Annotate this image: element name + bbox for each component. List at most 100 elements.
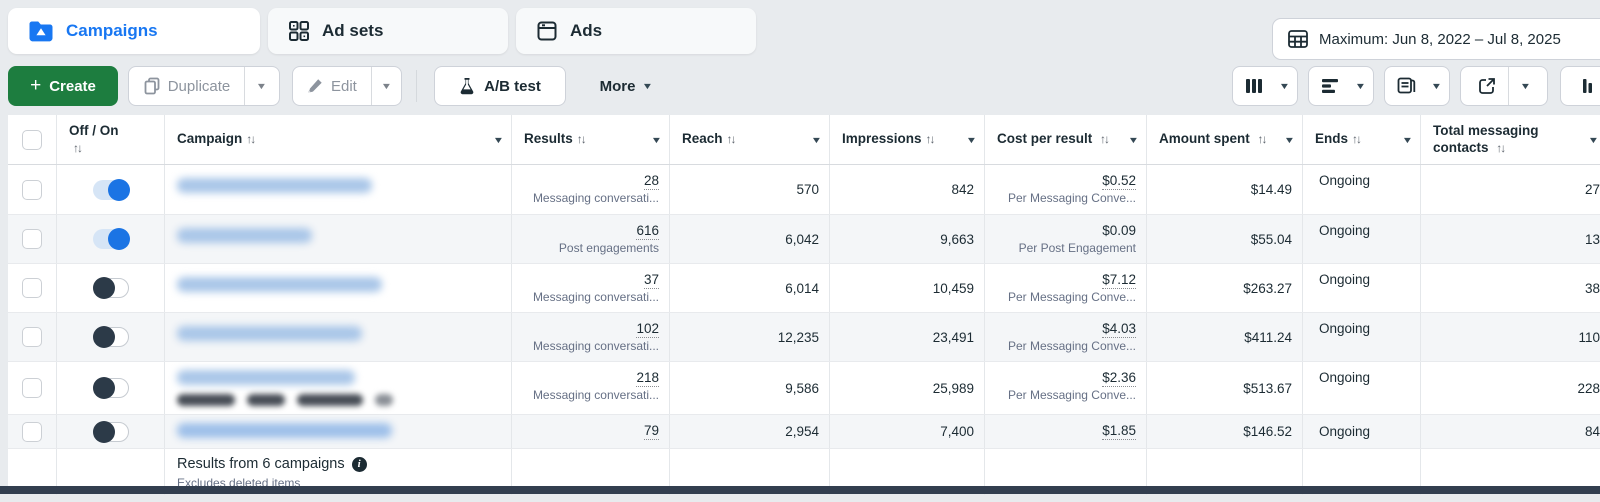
- edit-dropdown-arrow[interactable]: ▼: [370, 67, 401, 105]
- reports-button[interactable]: ▼: [1384, 66, 1450, 106]
- results-value[interactable]: 79: [643, 423, 659, 440]
- campaign-tags-blurred: [177, 394, 501, 406]
- header-contacts-caret-icon[interactable]: ▼: [1587, 134, 1600, 145]
- results-value[interactable]: 616: [636, 223, 659, 240]
- campaign-toggle[interactable]: [92, 326, 129, 348]
- results-value[interactable]: 28: [643, 173, 659, 190]
- campaign-toggle[interactable]: [92, 178, 130, 201]
- header-reach[interactable]: Reach ↑↓ ▼: [670, 115, 830, 164]
- row-checkbox[interactable]: [22, 378, 42, 398]
- duplicate-button-label: Duplicate: [167, 77, 231, 95]
- info-icon[interactable]: i: [351, 456, 367, 472]
- cost-per-result-value[interactable]: $4.03: [1102, 321, 1136, 338]
- impressions-value: 25,989: [830, 362, 985, 414]
- duplicate-button[interactable]: Duplicate ▼: [128, 66, 280, 106]
- campaign-name-blurred[interactable]: [165, 215, 512, 263]
- contacts-value: 110: [1578, 329, 1600, 345]
- campaign-toggle[interactable]: [92, 277, 129, 299]
- results-value[interactable]: 218: [636, 370, 659, 387]
- contacts-value: 228: [1577, 380, 1600, 396]
- campaign-name-blurred[interactable]: [165, 415, 512, 448]
- row-checkbox[interactable]: [22, 421, 42, 442]
- row-checkbox[interactable]: [22, 229, 42, 249]
- campaigns-folder-icon: [28, 20, 54, 42]
- tab-ad-sets[interactable]: Ad sets: [268, 8, 508, 54]
- impressions-value: 23,491: [830, 313, 985, 361]
- edit-button-label: Edit: [331, 77, 357, 95]
- header-cost-per-result[interactable]: Cost per result ↑↓ ▼: [985, 115, 1147, 164]
- header-impressions[interactable]: Impressions ↑↓ ▼: [830, 115, 985, 164]
- reports-dropdown-arrow[interactable]: ▼: [1430, 81, 1443, 91]
- select-all-checkbox[interactable]: [22, 129, 42, 150]
- reach-value: 6,042: [670, 215, 830, 263]
- header-ends[interactable]: Ends ↑↓ ▼: [1303, 115, 1421, 164]
- campaign-toggle[interactable]: [92, 228, 130, 250]
- breakdown-icon: [1321, 78, 1339, 94]
- tab-ads[interactable]: Ads: [516, 8, 756, 54]
- header-campaign[interactable]: Campaign ↑↓ ▼: [165, 115, 512, 164]
- header-results[interactable]: Results ↑↓ ▼: [512, 115, 670, 164]
- contacts-value: 84: [1584, 424, 1600, 439]
- horizontal-scrollbar[interactable]: [0, 486, 1600, 494]
- header-impressions-caret-icon[interactable]: ▼: [965, 134, 978, 145]
- columns-dropdown-arrow[interactable]: ▼: [1278, 81, 1290, 91]
- header-cost-caret-icon[interactable]: ▼: [1127, 134, 1140, 145]
- breakdown-button[interactable]: ▼: [1308, 66, 1374, 106]
- date-range-selector[interactable]: Maximum: Jun 8, 2022 – Jul 8, 2025: [1272, 18, 1600, 60]
- campaign-name-blurred[interactable]: [165, 313, 512, 361]
- header-reach-caret-icon[interactable]: ▼: [810, 134, 823, 145]
- table-row: 79 2,954 7,400 $1.85 $146.52 Ongoing 84: [8, 415, 1600, 449]
- campaigns-table: Off / On ↑↓ Campaign ↑↓ ▼ Results ↑↓ ▼ Reac…: [0, 115, 1600, 495]
- header-results-caret-icon[interactable]: ▼: [650, 134, 663, 145]
- contacts-value: 38: [1584, 280, 1600, 296]
- columns-button[interactable]: ▼: [1232, 66, 1298, 106]
- export-button[interactable]: ▼: [1460, 66, 1548, 106]
- campaign-toggle[interactable]: [92, 377, 129, 399]
- reach-value: 12,235: [670, 313, 830, 361]
- ends-value: Ongoing: [1303, 362, 1421, 414]
- campaign-name-blurred[interactable]: [165, 264, 512, 312]
- campaign-toggle[interactable]: [92, 420, 129, 443]
- cost-per-result-value[interactable]: $0.09: [1102, 223, 1136, 238]
- amount-spent-value: $146.52: [1147, 415, 1303, 448]
- row-checkbox[interactable]: [22, 179, 42, 200]
- row-checkbox[interactable]: [22, 278, 42, 298]
- table-row: 102 Messaging conversati... 12,235 23,491…: [8, 313, 1600, 362]
- table-row: 37 Messaging conversati... 6,014 10,459 $…: [8, 264, 1600, 313]
- cost-per-result-value[interactable]: $2.36: [1102, 370, 1136, 387]
- sort-icon: ↑↓: [1496, 140, 1506, 155]
- header-amount-spent[interactable]: Amount spent ↑↓ ▼: [1147, 115, 1303, 164]
- header-off-on[interactable]: Off / On ↑↓: [57, 115, 165, 164]
- impressions-value: 842: [830, 165, 985, 214]
- campaign-name-blurred[interactable]: [165, 362, 512, 414]
- more-caret-icon: ▼: [642, 81, 654, 91]
- cost-per-result-value[interactable]: $7.12: [1102, 272, 1136, 289]
- breakdown-dropdown-arrow[interactable]: ▼: [1354, 81, 1366, 91]
- sort-icon: ↑↓: [925, 132, 936, 147]
- cost-per-result-value[interactable]: $0.52: [1102, 173, 1136, 190]
- row-checkbox[interactable]: [22, 327, 42, 347]
- ab-test-button[interactable]: A/B test: [434, 66, 566, 106]
- duplicate-icon: [144, 77, 160, 95]
- export-dropdown-arrow[interactable]: ▼: [1508, 67, 1542, 105]
- tab-campaigns[interactable]: Campaigns: [8, 8, 260, 54]
- sort-icon: ↑↓: [726, 132, 737, 147]
- more-button-label: More: [599, 77, 636, 95]
- header-spent-caret-icon[interactable]: ▼: [1283, 134, 1296, 145]
- charts-button[interactable]: [1560, 66, 1600, 106]
- duplicate-dropdown-arrow[interactable]: ▼: [244, 67, 278, 105]
- header-ends-caret-icon[interactable]: ▼: [1401, 134, 1414, 145]
- create-button[interactable]: + Create: [8, 66, 118, 106]
- edit-button[interactable]: Edit ▼: [292, 66, 402, 106]
- header-checkbox-cell: [8, 115, 57, 164]
- cost-per-result-value[interactable]: $1.85: [1102, 423, 1136, 440]
- more-button[interactable]: More ▼: [586, 66, 666, 106]
- results-value[interactable]: 102: [636, 321, 659, 338]
- results-summary-label: Results from 6 campaigns: [177, 456, 345, 472]
- results-value[interactable]: 37: [643, 272, 659, 289]
- flask-icon: [459, 77, 475, 95]
- header-total-messaging-contacts[interactable]: Total messaging contacts ↑↓ ▼: [1433, 122, 1600, 155]
- campaign-name-blurred[interactable]: [165, 165, 512, 214]
- header-campaign-caret-icon[interactable]: ▼: [492, 134, 505, 145]
- ends-value: Ongoing: [1303, 313, 1421, 361]
